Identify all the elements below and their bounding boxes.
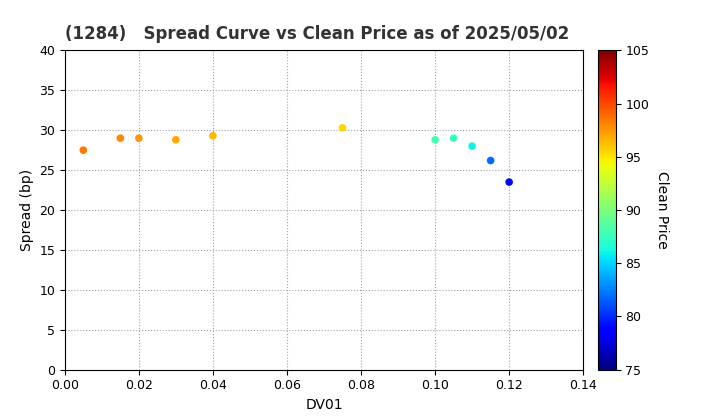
Point <box>429 136 441 143</box>
Point <box>133 135 145 142</box>
Point <box>170 136 181 143</box>
Point <box>337 124 348 131</box>
Text: (1284)   Spread Curve vs Clean Price as of 2025/05/02: (1284) Spread Curve vs Clean Price as of… <box>65 25 569 43</box>
Point <box>503 178 515 185</box>
X-axis label: DV01: DV01 <box>305 398 343 412</box>
Point <box>78 147 89 153</box>
Y-axis label: Spread (bp): Spread (bp) <box>19 169 34 251</box>
Point <box>467 143 478 150</box>
Y-axis label: Clean Price: Clean Price <box>654 171 669 249</box>
Point <box>114 135 126 142</box>
Point <box>448 135 459 142</box>
Point <box>485 157 496 164</box>
Point <box>207 132 219 139</box>
